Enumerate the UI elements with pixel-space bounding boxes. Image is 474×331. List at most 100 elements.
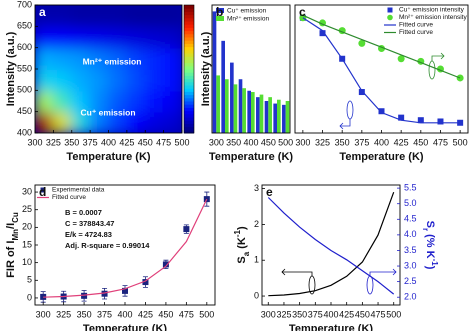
heatmap-cell <box>125 68 147 92</box>
colorbar-step <box>184 120 194 124</box>
y2-tick-label: 3.0 <box>404 260 417 270</box>
guide-arrow <box>339 119 351 130</box>
colorbar-step <box>184 110 194 115</box>
heatmap-cell <box>35 46 55 70</box>
annotation: E/k = 4724.83 <box>65 230 112 239</box>
heatmap-area <box>35 5 182 133</box>
bar <box>273 103 277 133</box>
bar <box>212 11 217 133</box>
bar <box>230 62 234 133</box>
x-axis-label: Temperature (K) <box>289 323 373 331</box>
marker <box>417 117 424 124</box>
colorbar-step <box>184 27 194 32</box>
marker <box>162 261 169 268</box>
y-tick-label: 5 <box>27 275 32 285</box>
x-tick-label: 375 <box>308 309 323 319</box>
legend-label: Fitted curve <box>399 22 433 29</box>
y2-axis-label: Sr (% K-1) <box>421 221 439 270</box>
colorbar-step <box>184 24 194 28</box>
colorbar-step <box>184 43 194 48</box>
marker <box>358 39 366 47</box>
heatmap-cell <box>70 89 92 113</box>
heatmap-cell <box>89 89 110 113</box>
heatmap-cell <box>35 68 55 92</box>
x-axis-label: Temperature (K) <box>339 151 423 163</box>
colorbar-step <box>184 88 194 92</box>
bar <box>221 40 225 134</box>
label-part: (% K <box>424 231 436 259</box>
legend-label: Mn²⁺ emission intensity <box>399 14 467 21</box>
marker <box>183 226 190 233</box>
x-tick-label: 325 <box>276 309 291 319</box>
marker <box>378 108 385 115</box>
heatmap-cell <box>144 89 165 113</box>
colorbar-step <box>184 56 194 60</box>
colorbar-step <box>184 85 194 89</box>
heatmap-cell <box>125 25 147 49</box>
x-tick-label: 500 <box>278 137 293 147</box>
x-tick-label: 300 <box>295 137 310 147</box>
x-tick-label: 475 <box>433 137 448 147</box>
x-tick-label: 425 <box>119 137 134 147</box>
marker <box>358 89 365 96</box>
marker <box>122 287 128 294</box>
bar <box>282 104 286 133</box>
legend-label: Fitted curve <box>52 194 86 201</box>
y2-tick-label: 5.0 <box>404 198 417 208</box>
x-tick-label: 475 <box>179 309 194 319</box>
heatmap-cell <box>162 68 182 92</box>
colorbar-step <box>184 8 194 12</box>
colorbar-step <box>184 69 194 73</box>
heatmap-cell <box>107 25 128 49</box>
colorbar-step <box>184 49 194 54</box>
marker <box>142 279 149 286</box>
heatmap-cell <box>70 46 92 70</box>
x-tick-label: 325 <box>315 137 330 147</box>
heatmap-cell <box>52 5 73 28</box>
colorbar-step <box>184 17 194 22</box>
marker <box>397 55 405 63</box>
fit-line <box>302 14 461 79</box>
x-tick-label: 400 <box>117 309 132 319</box>
legend-label: Cu⁺ emission intensity <box>399 7 465 14</box>
x-tick-label: 325 <box>56 309 71 319</box>
colorbar-step <box>184 75 194 80</box>
label-part: a <box>242 251 251 256</box>
heatmap-cell <box>107 46 128 70</box>
x-tick-label: 450 <box>261 137 276 147</box>
y-axis-label: Sa (K-1) <box>233 226 251 264</box>
heatmap-cell <box>107 68 128 92</box>
colorbar-step <box>184 107 194 112</box>
y-tick-label: 500 <box>17 85 32 95</box>
marker <box>457 119 464 126</box>
bar <box>225 79 229 133</box>
heatmap-cell <box>52 89 73 113</box>
x-tick-label: 425 <box>339 309 354 319</box>
legend-marker <box>40 187 46 193</box>
x-axis-label: Temperature (K) <box>209 151 293 163</box>
colorbar-frame <box>183 4 195 134</box>
x-tick-label: 400 <box>323 309 338 319</box>
heatmap-cell <box>144 46 165 70</box>
colorbar-step <box>184 21 194 25</box>
x-tick-label: 375 <box>97 309 112 319</box>
label-part: FIR of I <box>5 241 17 278</box>
heatmap-cell <box>70 25 92 49</box>
panel-letter: e <box>266 185 273 199</box>
annotation: Cu⁺ emission <box>80 107 135 117</box>
legend-swatch <box>216 16 224 21</box>
bar <box>251 92 255 133</box>
x-tick-label: 400 <box>374 137 389 147</box>
bar <box>264 101 269 133</box>
heatmap-cell <box>35 110 55 133</box>
x-tick-label: 500 <box>386 309 401 319</box>
heatmap-cell <box>144 110 165 133</box>
heatmap-cell <box>144 68 165 92</box>
x-tick-label: 500 <box>199 309 214 319</box>
y-tick-label: 25 <box>22 204 32 214</box>
x-axis-label: Temperature (K) <box>66 151 150 163</box>
heatmap-cell <box>70 68 92 92</box>
x-tick-label: 300 <box>209 137 224 147</box>
x-tick-label: 350 <box>77 309 92 319</box>
